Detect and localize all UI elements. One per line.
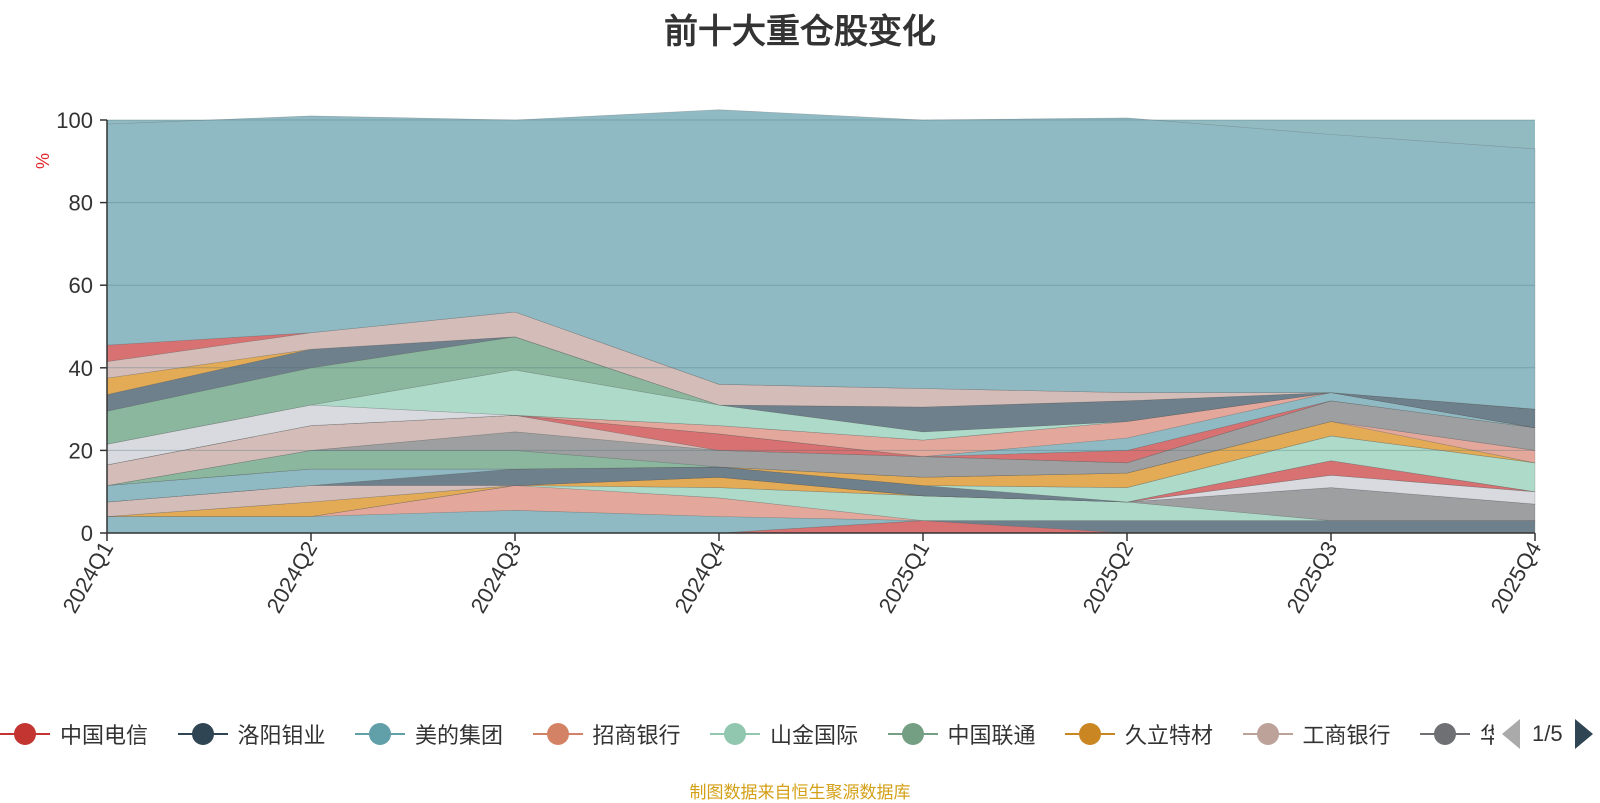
legend-item[interactable]: 洛阳钼业 — [177, 716, 326, 752]
legend-item[interactable]: 中国电信 — [0, 716, 148, 752]
series-area-28 — [106, 109, 1536, 410]
legend-label: 华 — [1480, 723, 1494, 748]
legend-marker-icon — [355, 716, 405, 752]
y-tick-label: 0 — [81, 521, 93, 546]
series-area-11 — [106, 435, 1536, 503]
legend-label: 中国联通 — [947, 723, 1036, 748]
x-tick-label: 2024Q2 — [262, 537, 323, 617]
series-area-16 — [106, 400, 1536, 486]
x-tick-label: 2024Q4 — [670, 537, 731, 617]
x-tick-label: 2025Q1 — [874, 537, 935, 617]
y-tick-label: 40 — [69, 356, 93, 381]
legend-marker-icon — [710, 716, 760, 752]
legend-item[interactable]: 山金国际 — [710, 716, 858, 752]
y-tick-label: 60 — [69, 273, 93, 298]
y-tick-label: 80 — [69, 191, 93, 216]
legend-label: 美的集团 — [415, 723, 504, 748]
legend-item[interactable]: 久立特材 — [1065, 716, 1213, 752]
pager-next-icon[interactable] — [1574, 719, 1593, 749]
x-tick-label: 2025Q3 — [1282, 537, 1343, 617]
legend-label: 工商银行 — [1302, 723, 1391, 748]
x-tick-label: 2024Q3 — [466, 537, 527, 617]
data-source-note: 制图数据来自恒生聚源数据库 — [689, 783, 911, 802]
legend-marker-icon — [0, 716, 50, 752]
legend-marker-icon — [1420, 716, 1470, 752]
y-tick-label: 20 — [69, 438, 93, 463]
legend-label: 洛阳钼业 — [237, 723, 326, 748]
legend-label: 山金国际 — [770, 723, 859, 748]
legend-item[interactable]: 工商银行 — [1242, 716, 1391, 752]
legend: 中国电信 洛阳钼业 美的集团 招商银行 山金国际 中国联通 久立特材 工商银行 华 — [0, 716, 1494, 752]
legend-marker-icon — [1065, 716, 1115, 752]
y-tick-label: 100 — [56, 108, 93, 133]
x-tick-label: 2025Q4 — [1486, 537, 1547, 617]
legend-item[interactable]: 中国联通 — [887, 716, 1036, 752]
series-area-4 — [107, 485, 1535, 521]
series-area-14 — [106, 421, 1536, 486]
series-area-12 — [106, 435, 1536, 503]
legend-marker-icon — [532, 716, 583, 752]
legend-label: 中国电信 — [60, 723, 149, 748]
series-group — [106, 109, 1536, 534]
legend-item[interactable]: 华 — [1420, 716, 1494, 752]
legend-marker-icon — [1242, 716, 1293, 752]
x-tick-label: 2025Q2 — [1078, 537, 1139, 617]
legend-marker-icon — [887, 716, 938, 752]
legend-marker-icon — [177, 716, 228, 752]
legend-pager: 1/5 — [1496, 716, 1600, 752]
legend-label: 招商银行 — [592, 723, 681, 748]
legend-label: 久立特材 — [1125, 723, 1214, 748]
legend-item[interactable]: 美的集团 — [355, 716, 503, 752]
pager-prev-icon[interactable] — [1502, 719, 1520, 749]
pager-page-text: 1/5 — [1532, 721, 1563, 746]
y-axis-unit: % — [33, 153, 53, 169]
chart-title: 前十大重仓股变化 — [664, 13, 936, 51]
x-tick-label: 2024Q1 — [58, 537, 119, 617]
legend-item[interactable]: 招商银行 — [532, 716, 681, 752]
